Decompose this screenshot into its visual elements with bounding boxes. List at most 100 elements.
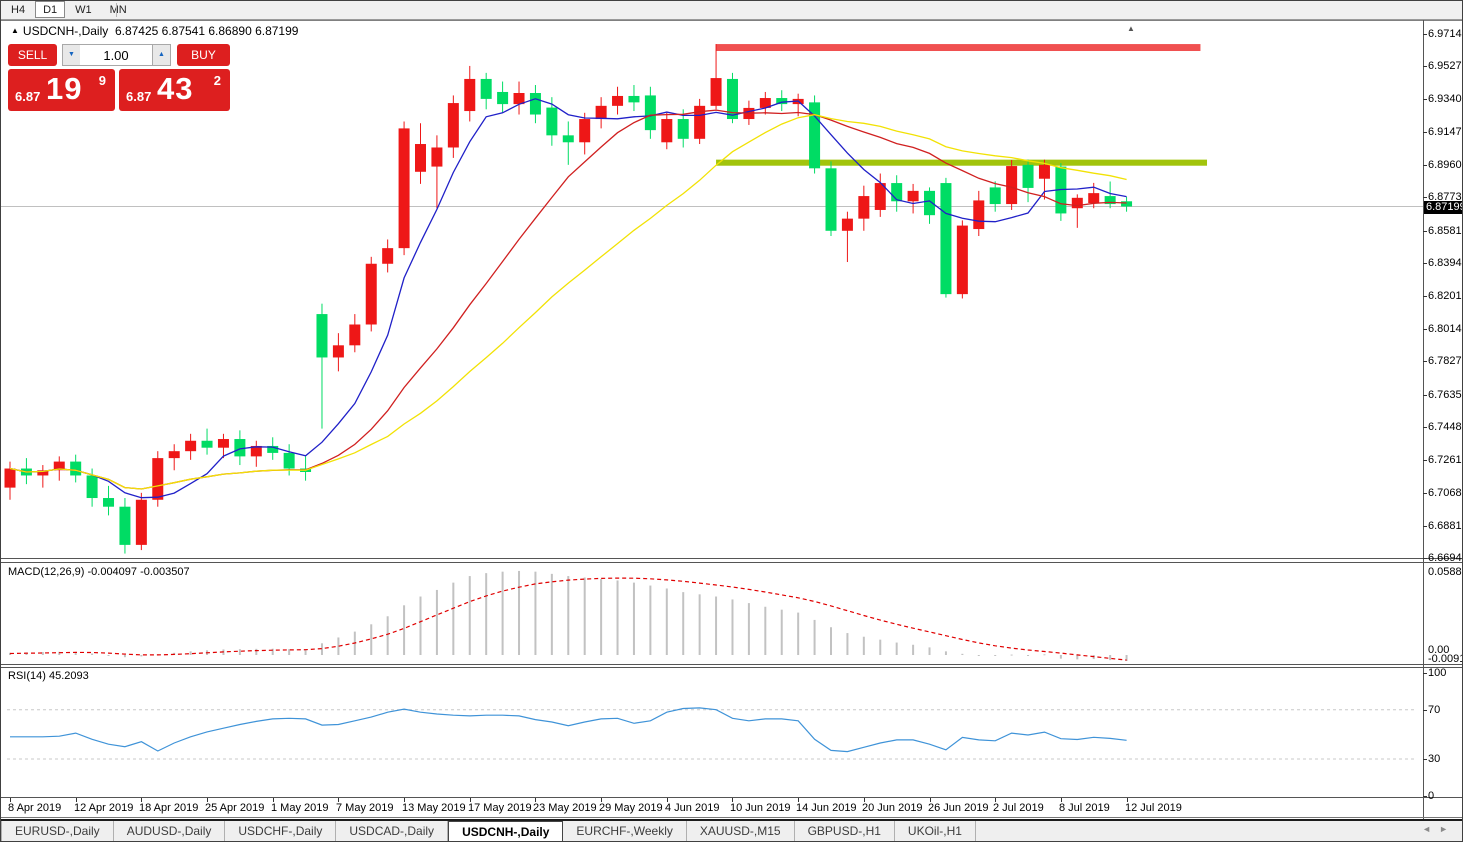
tab-scroll-arrows[interactable]: ◄► [1422, 824, 1456, 834]
price-axis-tick [1423, 329, 1427, 330]
tabbar-border [1, 817, 1462, 818]
price-axis-tick [1423, 66, 1427, 67]
price-axis-tick [1423, 361, 1427, 362]
date-axis-label: 10 Jun 2019 [730, 802, 791, 814]
panel-separator[interactable] [1, 562, 1462, 563]
price-axis-tick [1423, 558, 1427, 559]
date-axis-tick [995, 798, 996, 802]
panel-separator [1, 797, 1462, 798]
price-axis-label: 6.68815 [1428, 520, 1462, 532]
tabbar-border [1, 819, 1462, 821]
panel-separator[interactable] [1, 664, 1462, 665]
buy-price-prefix: 6.87 [126, 89, 152, 104]
date-axis-tick [338, 798, 339, 802]
price-axis-label: 6.91475 [1428, 126, 1462, 138]
chart-tab-usdchf[interactable]: USDCHF-,Daily [225, 821, 337, 841]
chart-tab-usdcnh[interactable]: USDCNH-,Daily [448, 821, 564, 841]
price-axis-label: 6.70685 [1428, 487, 1462, 499]
date-axis [1, 798, 1423, 818]
price-axis-label: 6.80145 [1428, 323, 1462, 335]
volume-increase-button[interactable]: ▲ [152, 44, 171, 66]
date-axis-label: 13 May 2019 [402, 802, 466, 814]
chart-tab-audusd[interactable]: AUDUSD-,Daily [114, 821, 226, 841]
timeframe-button-d1[interactable]: D1 [35, 1, 66, 18]
price-axis-label: 6.93400 [1428, 93, 1462, 105]
sell-price-big-digits: 19 [46, 71, 83, 106]
timeframe-toolbar: H4 D1 W1 MN [1, 1, 1462, 20]
current-price-tag: 6.87199 [1424, 201, 1463, 214]
buy-price-big-digits: 43 [157, 71, 194, 106]
tab-scroll-right-icon[interactable]: ► [1439, 824, 1456, 834]
price-axis-tick [1423, 296, 1427, 297]
rsi-panel [1, 667, 1423, 798]
date-axis-label: 1 May 2019 [271, 802, 329, 814]
date-axis-label: 25 Apr 2019 [205, 802, 265, 814]
date-axis-tick [273, 798, 274, 802]
one-click-trading-panel: SELL ▼ ▲ BUY 6.87 19 9 6.87 43 2 [8, 44, 230, 111]
price-axis-tick [1423, 231, 1427, 232]
volume-input[interactable] [80, 44, 152, 66]
date-axis-label: 12 Apr 2019 [74, 802, 134, 814]
support-zone [716, 159, 1208, 166]
rsi-axis-label: 100 [1428, 667, 1447, 679]
rsi-axis-tick [1423, 673, 1427, 674]
collapse-arrow-icon[interactable]: ▲ [11, 26, 19, 35]
date-axis-label: 8 Apr 2019 [8, 802, 62, 814]
date-axis-label: 12 Jul 2019 [1125, 802, 1182, 814]
price-axis-tick [1423, 34, 1427, 35]
panel-separator[interactable] [1, 667, 1462, 668]
rsi-axis-tick [1423, 759, 1427, 760]
tab-scroll-left-icon[interactable]: ◄ [1422, 824, 1440, 834]
resistance-zone [716, 44, 1201, 52]
rsi-axis-label: 30 [1428, 753, 1441, 765]
sell-button[interactable]: SELL [8, 44, 57, 66]
chart-tab-usdcad[interactable]: USDCAD-,Daily [336, 821, 449, 841]
timeframe-button-w1[interactable]: W1 [75, 4, 92, 16]
price-axis-tick [1423, 99, 1427, 100]
price-axis-label: 6.97140 [1428, 28, 1462, 40]
date-axis-tick [732, 798, 733, 802]
buy-button[interactable]: BUY [177, 44, 230, 66]
price-axis-border [1423, 20, 1424, 819]
macd-axis-zero: 0.00 [1428, 644, 1450, 656]
sell-price-button[interactable]: 6.87 19 9 [8, 69, 115, 111]
price-axis-tick [1423, 197, 1427, 198]
date-axis-tick [1061, 798, 1062, 802]
buy-price-button[interactable]: 6.87 43 2 [119, 69, 230, 111]
chart-tab-eurusd[interactable]: EURUSD-,Daily [1, 821, 114, 841]
price-axis-label: 6.74480 [1428, 421, 1462, 433]
panel-separator[interactable] [1, 558, 1462, 559]
chart-tab-ukoil[interactable]: UKOil-,H1 [895, 821, 976, 841]
date-axis-tick [930, 798, 931, 802]
chart-tab-eurchf[interactable]: EURCHF-,Weekly [563, 821, 687, 841]
toolbar-separator [116, 3, 117, 17]
rsi-axis-label: 70 [1428, 704, 1441, 716]
price-axis-tick [1423, 395, 1427, 396]
price-axis-tick [1423, 526, 1427, 527]
volume-decrease-button[interactable]: ▼ [62, 44, 81, 66]
chart-shift-marker-icon[interactable]: ▲ [1127, 24, 1135, 33]
date-axis-label: 26 Jun 2019 [928, 802, 989, 814]
chart-tab-gbpusd[interactable]: GBPUSD-,H1 [795, 821, 895, 841]
date-axis-label: 17 May 2019 [468, 802, 532, 814]
chart-title: ▲ USDCNH-,Daily 6.87425 6.87541 6.86890 6… [11, 24, 298, 38]
sell-price-prefix: 6.87 [15, 89, 41, 104]
price-chart-panel [1, 21, 1423, 559]
timeframe-button-mn[interactable]: MN [109, 4, 127, 16]
date-axis-tick [601, 798, 602, 802]
sell-price-pip-digit: 9 [98, 73, 106, 88]
macd-chart [9, 570, 1128, 661]
chart-tab-xauusd[interactable]: XAUUSD-,M15 [687, 821, 795, 841]
date-axis-tick [404, 798, 405, 802]
price-axis-label: 6.89605 [1428, 159, 1462, 171]
date-axis-tick [76, 798, 77, 802]
price-axis-label: 6.87735 [1428, 191, 1462, 203]
macd-axis-min: -0.009116 [1428, 653, 1462, 665]
date-axis-label: 4 Jun 2019 [665, 802, 720, 814]
chart-ohlc-quotes: 6.87425 6.87541 6.86890 6.87199 [114, 24, 299, 38]
price-axis-label: 6.82015 [1428, 290, 1462, 302]
date-axis-label: 18 Apr 2019 [139, 802, 199, 814]
date-axis-tick [1127, 798, 1128, 802]
timeframe-button-h4[interactable]: H4 [11, 4, 26, 16]
